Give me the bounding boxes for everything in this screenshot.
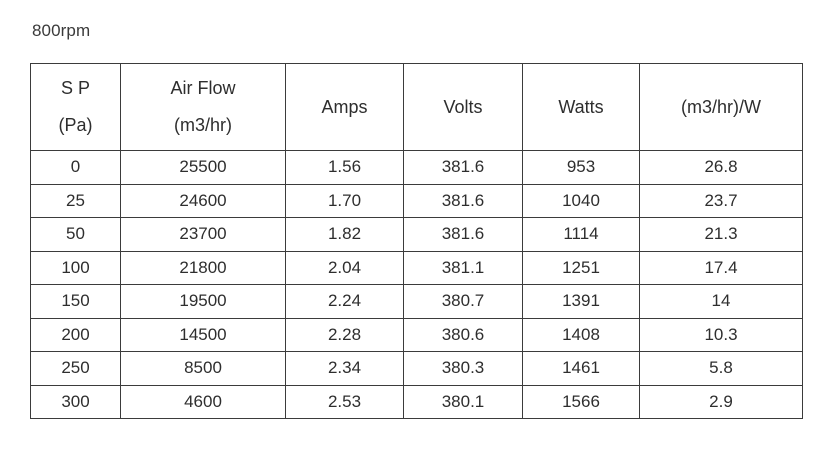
table-row: 150 19500 2.24 380.7 1391 14 xyxy=(30,284,803,319)
table-row: 100 21800 2.04 381.1 1251 17.4 xyxy=(30,250,803,285)
cell-static-pressure: 300 xyxy=(30,384,121,419)
cell-static-pressure: 150 xyxy=(30,284,121,319)
cell-watts: 1566 xyxy=(522,384,640,419)
page-title: 800rpm xyxy=(32,21,91,40)
cell-watts: 1408 xyxy=(522,317,640,352)
cell-watts: 1461 xyxy=(522,351,640,386)
performance-table-container: S P (Pa) Air Flow (m3/hr) Amps Volts Wat… xyxy=(30,63,803,419)
cell-volts: 380.7 xyxy=(403,284,523,319)
table-row: 300 4600 2.53 380.1 1566 2.9 xyxy=(30,384,803,419)
column-header-air-flow-name: Air Flow xyxy=(170,78,236,98)
cell-volts: 380.3 xyxy=(403,351,523,386)
table-row: 50 23700 1.82 381.6 1114 21.3 xyxy=(30,217,803,252)
column-header-static-pressure-unit: (Pa) xyxy=(58,115,93,135)
column-header-efficiency: (m3/hr)/W xyxy=(639,63,803,151)
column-header-amps: Amps xyxy=(285,63,404,151)
cell-efficiency: 2.9 xyxy=(639,384,803,419)
cell-air-flow: 4600 xyxy=(120,384,286,419)
column-header-air-flow: Air Flow (m3/hr) xyxy=(120,63,286,151)
table-row: 250 8500 2.34 380.3 1461 5.8 xyxy=(30,351,803,386)
cell-amps: 2.28 xyxy=(285,317,404,352)
table-row: 0 25500 1.56 381.6 953 26.8 xyxy=(30,150,803,185)
cell-amps: 1.56 xyxy=(285,150,404,185)
cell-volts: 381.6 xyxy=(403,217,523,252)
cell-watts: 1114 xyxy=(522,217,640,252)
cell-air-flow: 19500 xyxy=(120,284,286,319)
cell-amps: 2.53 xyxy=(285,384,404,419)
table-body: 0 25500 1.56 381.6 953 26.8 25 24600 1.7… xyxy=(30,150,803,419)
cell-efficiency: 10.3 xyxy=(639,317,803,352)
cell-static-pressure: 0 xyxy=(30,150,121,185)
table-header: S P (Pa) Air Flow (m3/hr) Amps Volts Wat… xyxy=(30,63,803,151)
cell-air-flow: 21800 xyxy=(120,250,286,285)
cell-air-flow: 25500 xyxy=(120,150,286,185)
cell-static-pressure: 50 xyxy=(30,217,121,252)
cell-amps: 1.70 xyxy=(285,183,404,218)
table-row: 200 14500 2.28 380.6 1408 10.3 xyxy=(30,317,803,352)
cell-air-flow: 24600 xyxy=(120,183,286,218)
cell-amps: 2.04 xyxy=(285,250,404,285)
cell-volts: 381.6 xyxy=(403,150,523,185)
table-header-row: S P (Pa) Air Flow (m3/hr) Amps Volts Wat… xyxy=(30,63,803,151)
cell-volts: 381.1 xyxy=(403,250,523,285)
cell-amps: 1.82 xyxy=(285,217,404,252)
cell-volts: 380.6 xyxy=(403,317,523,352)
cell-amps: 2.34 xyxy=(285,351,404,386)
cell-watts: 953 xyxy=(522,150,640,185)
table-row: 25 24600 1.70 381.6 1040 23.7 xyxy=(30,183,803,218)
cell-efficiency: 26.8 xyxy=(639,150,803,185)
cell-efficiency: 21.3 xyxy=(639,217,803,252)
cell-efficiency: 23.7 xyxy=(639,183,803,218)
cell-watts: 1251 xyxy=(522,250,640,285)
column-header-volts: Volts xyxy=(403,63,523,151)
cell-volts: 381.6 xyxy=(403,183,523,218)
column-header-watts: Watts xyxy=(522,63,640,151)
cell-efficiency: 5.8 xyxy=(639,351,803,386)
cell-static-pressure: 25 xyxy=(30,183,121,218)
fan-performance-table: S P (Pa) Air Flow (m3/hr) Amps Volts Wat… xyxy=(30,63,803,419)
cell-efficiency: 17.4 xyxy=(639,250,803,285)
cell-static-pressure: 100 xyxy=(30,250,121,285)
cell-static-pressure: 200 xyxy=(30,317,121,352)
cell-watts: 1040 xyxy=(522,183,640,218)
cell-volts: 380.1 xyxy=(403,384,523,419)
column-header-static-pressure-name: S P xyxy=(60,78,90,98)
cell-air-flow: 23700 xyxy=(120,217,286,252)
cell-amps: 2.24 xyxy=(285,284,404,319)
cell-static-pressure: 250 xyxy=(30,351,121,386)
cell-air-flow: 14500 xyxy=(120,317,286,352)
cell-air-flow: 8500 xyxy=(120,351,286,386)
cell-watts: 1391 xyxy=(522,284,640,319)
cell-efficiency: 14 xyxy=(639,284,803,319)
column-header-air-flow-unit: (m3/hr) xyxy=(174,115,232,135)
column-header-static-pressure: S P (Pa) xyxy=(30,63,121,151)
